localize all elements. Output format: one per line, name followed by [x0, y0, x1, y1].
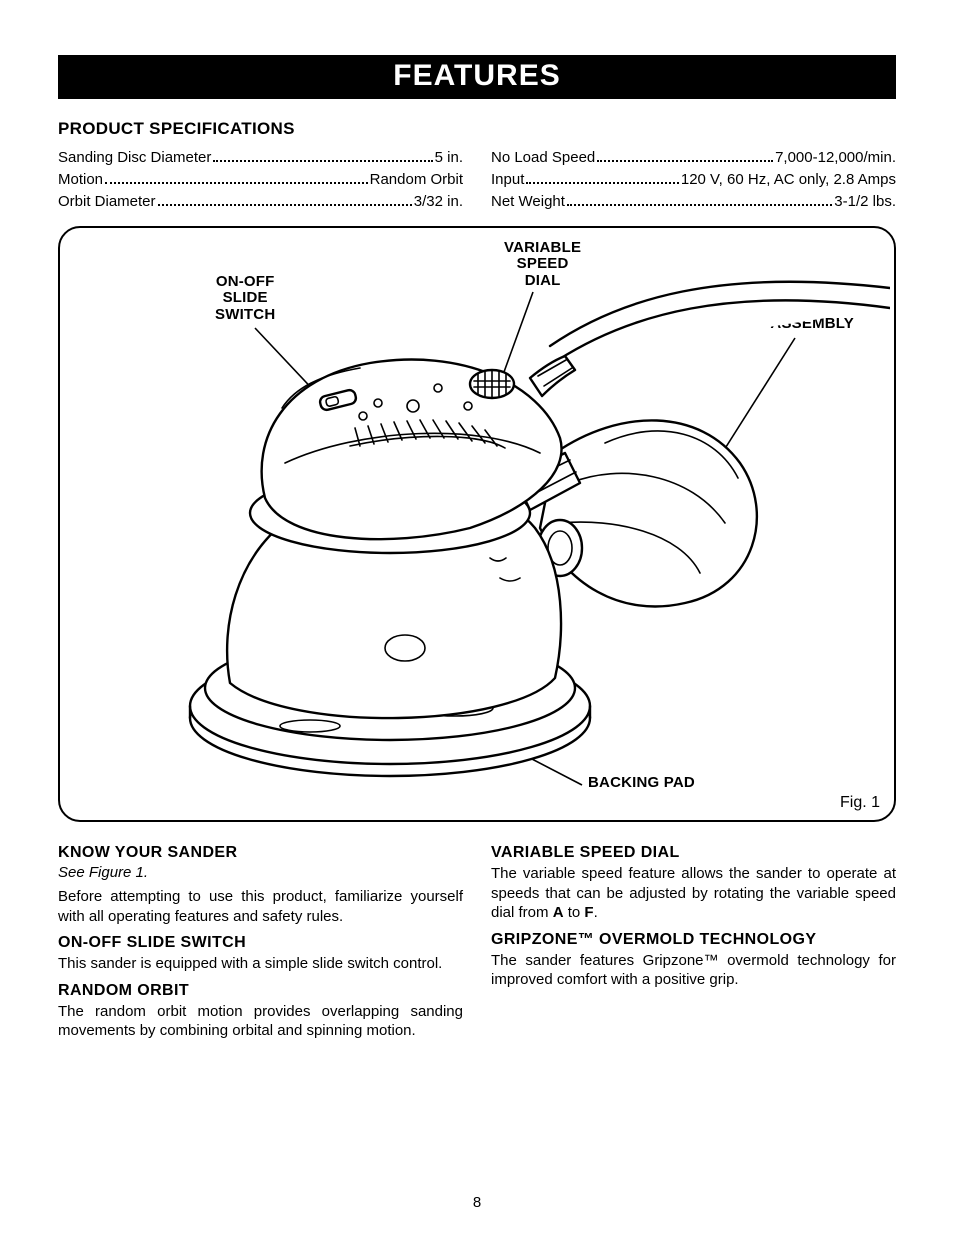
heading-on-off: ON-OFF SLIDE SWITCH: [58, 934, 463, 952]
spec-value: 3/32 in.: [414, 191, 463, 213]
spec-leader-dots: [526, 173, 678, 184]
body-right-col: VARIABLE SPEED DIAL The variable speed f…: [491, 836, 896, 1045]
para-gripzone: The sander features Gripzone™ overmold t…: [491, 951, 896, 990]
para-on-off: This sander is equipped with a simple sl…: [58, 954, 463, 974]
spec-label: No Load Speed: [491, 147, 595, 169]
spec-row: No Load Speed 7,000-12,000/min.: [491, 147, 896, 169]
spec-value: 7,000-12,000/min.: [775, 147, 896, 169]
spec-row: Orbit Diameter 3/32 in.: [58, 191, 463, 213]
page-number: 8: [0, 1194, 954, 1211]
spec-value: 3-1/2 lbs.: [834, 191, 896, 213]
specs-left-col: Sanding Disc Diameter 5 in. Motion Rando…: [58, 147, 463, 212]
heading-random-orbit: RANDOM ORBIT: [58, 982, 463, 1000]
figure-1: ON-OFFSLIDESWITCH VARIABLESPEEDDIAL DUST…: [58, 226, 896, 822]
spec-leader-dots: [158, 195, 412, 206]
sander-illustration: [60, 228, 890, 818]
spec-row: Net Weight 3-1/2 lbs.: [491, 191, 896, 213]
spec-label: Input: [491, 169, 524, 191]
see-figure-ref: See Figure 1.: [58, 864, 463, 881]
specs-heading: PRODUCT SPECIFICATIONS: [58, 119, 896, 139]
spec-label: Motion: [58, 169, 103, 191]
para-know-your-sander: Before attempting to use this product, f…: [58, 887, 463, 926]
specs-right-col: No Load Speed 7,000-12,000/min. Input 12…: [491, 147, 896, 212]
spec-label: Net Weight: [491, 191, 565, 213]
spec-value: 120 V, 60 Hz, AC only, 2.8 Amps: [681, 169, 896, 191]
spec-label: Orbit Diameter: [58, 191, 156, 213]
spec-value: 5 in.: [435, 147, 463, 169]
section-banner: FEATURES: [58, 55, 896, 99]
spec-leader-dots: [213, 152, 432, 163]
para-random-orbit: The random orbit motion provides overlap…: [58, 1002, 463, 1041]
heading-know-your-sander: KNOW YOUR SANDER: [58, 844, 463, 862]
spec-row: Sanding Disc Diameter 5 in.: [58, 147, 463, 169]
spec-row: Input 120 V, 60 Hz, AC only, 2.8 Amps: [491, 169, 896, 191]
heading-gripzone: GRIPZONE™ OVERMOLD TECHNOLOGY: [491, 931, 896, 949]
heading-variable-speed: VARIABLE SPEED DIAL: [491, 844, 896, 862]
spec-leader-dots: [567, 195, 832, 206]
spec-label: Sanding Disc Diameter: [58, 147, 211, 169]
spec-value: Random Orbit: [370, 169, 463, 191]
body-left-col: KNOW YOUR SANDER See Figure 1. Before at…: [58, 836, 463, 1045]
para-variable-speed: The variable speed feature allows the sa…: [491, 864, 896, 923]
spec-row: Motion Random Orbit: [58, 169, 463, 191]
spec-leader-dots: [597, 152, 773, 163]
body-columns: KNOW YOUR SANDER See Figure 1. Before at…: [58, 836, 896, 1045]
specs-columns: Sanding Disc Diameter 5 in. Motion Rando…: [58, 147, 896, 212]
spec-leader-dots: [105, 173, 368, 184]
